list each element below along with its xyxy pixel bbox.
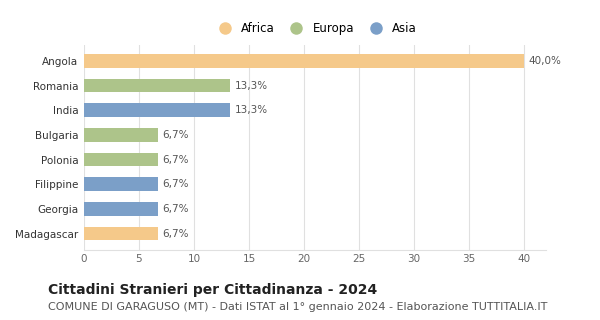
Text: COMUNE DI GARAGUSO (MT) - Dati ISTAT al 1° gennaio 2024 - Elaborazione TUTTITALI: COMUNE DI GARAGUSO (MT) - Dati ISTAT al … <box>48 302 547 312</box>
Bar <box>84 79 230 92</box>
Bar <box>84 202 158 216</box>
Text: Cittadini Stranieri per Cittadinanza - 2024: Cittadini Stranieri per Cittadinanza - 2… <box>48 283 377 297</box>
Bar <box>84 54 524 68</box>
Text: 6,7%: 6,7% <box>162 155 188 164</box>
Legend: Africa, Europa, Asia: Africa, Europa, Asia <box>211 20 419 38</box>
Text: 6,7%: 6,7% <box>162 179 188 189</box>
Text: 6,7%: 6,7% <box>162 130 188 140</box>
Text: 40,0%: 40,0% <box>529 56 561 66</box>
Bar <box>84 128 158 142</box>
Text: 13,3%: 13,3% <box>235 81 268 91</box>
Text: 6,7%: 6,7% <box>162 228 188 238</box>
Bar <box>84 153 158 166</box>
Text: 6,7%: 6,7% <box>162 204 188 214</box>
Text: 13,3%: 13,3% <box>235 105 268 115</box>
Bar <box>84 227 158 240</box>
Bar <box>84 103 230 117</box>
Bar <box>84 177 158 191</box>
